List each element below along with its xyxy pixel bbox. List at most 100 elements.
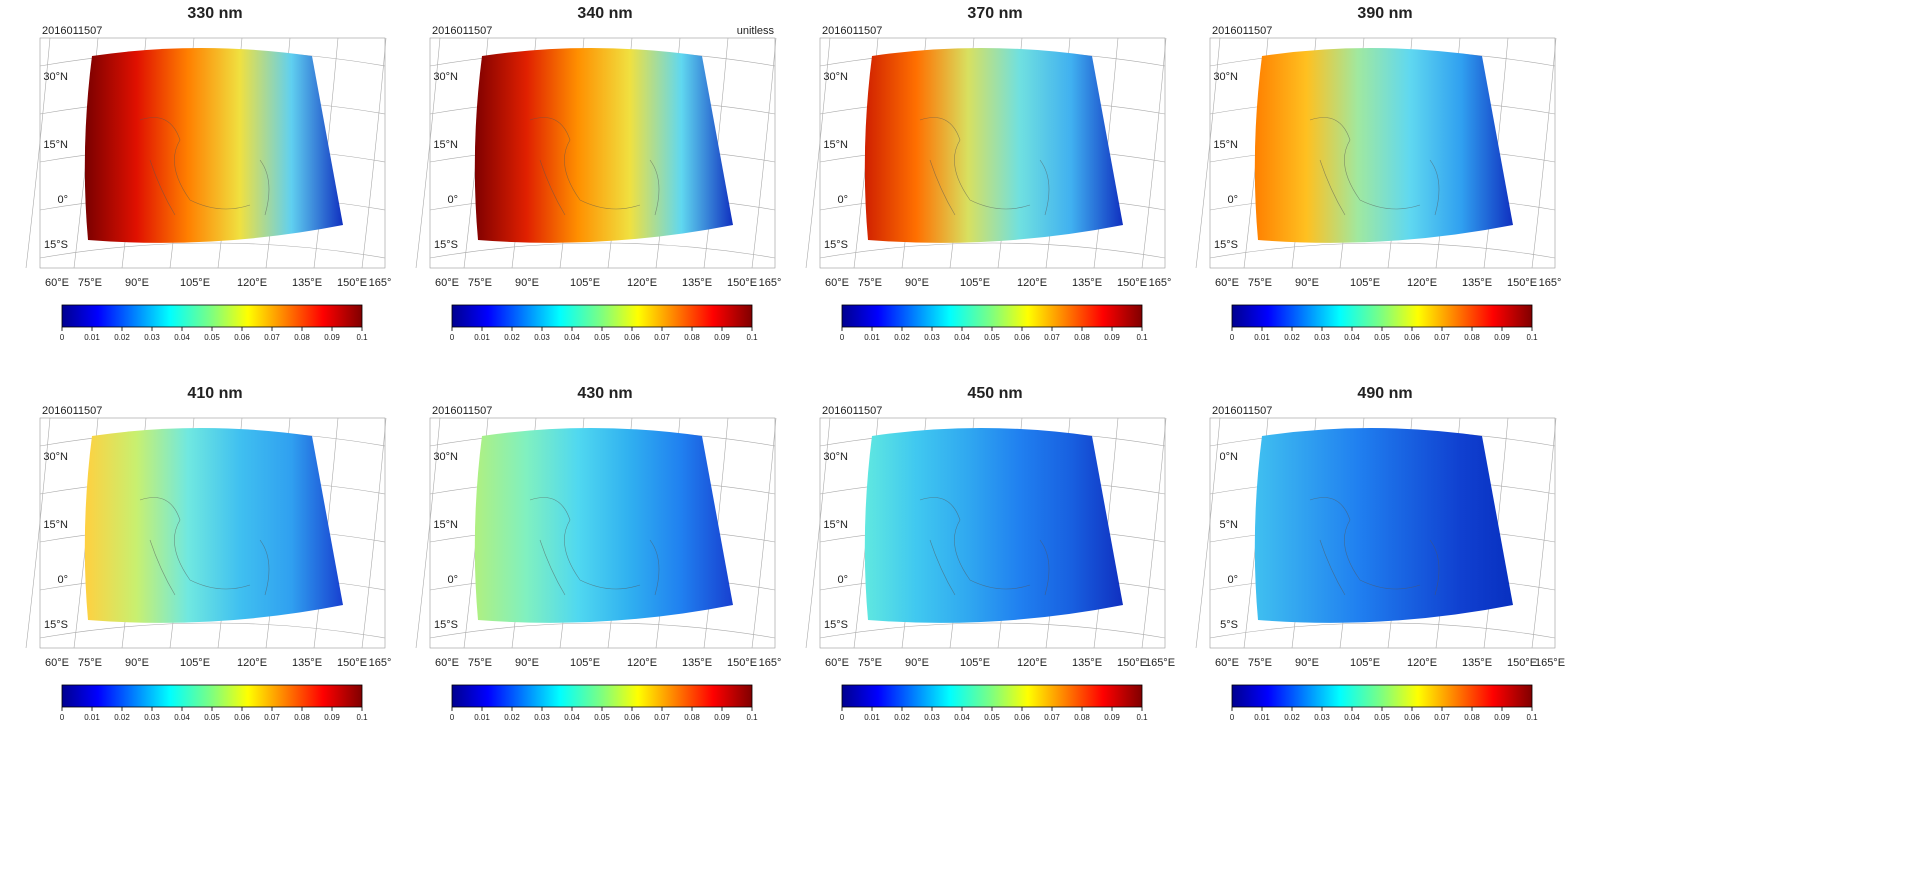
colorbar-tick-label: 0.06 [1014, 713, 1030, 722]
colorbar-tick-label: 0.01 [474, 333, 490, 342]
colorbar [1231, 684, 1533, 708]
colorbar-tick-label: 0.08 [294, 713, 310, 722]
colorbar-tick-label: 0.02 [1284, 333, 1300, 342]
graticule [819, 622, 1166, 639]
colorbar-tick-label: 0.04 [174, 333, 190, 342]
colorbar-tick-label: 0.03 [924, 333, 940, 342]
colorbar-tick-label: 0.06 [624, 713, 640, 722]
colorbar-tick-label: 0.02 [1284, 713, 1300, 722]
panel-title: 490 nm [1357, 385, 1412, 402]
graticule [361, 417, 387, 649]
colorbar-tick-label: 0.08 [1464, 333, 1480, 342]
colorbar-tick-label: 0.06 [1404, 713, 1420, 722]
lon-label: 150°E [1507, 657, 1537, 669]
lon-label: 60°E [45, 657, 69, 669]
colorbar-tick-label: 0.07 [1044, 333, 1060, 342]
colorbar [1231, 304, 1533, 328]
lat-label: 15°N [1213, 139, 1238, 151]
colorbar-tick-label: 0.09 [1494, 713, 1510, 722]
colorbar-tick-label: 0.05 [204, 713, 220, 722]
colorbar-tick-label: 0.1 [356, 333, 368, 342]
colorbar-tick-label: 0.02 [894, 713, 910, 722]
colorbar-tick-label: 0.1 [746, 333, 758, 342]
map-frame [39, 37, 386, 269]
graticule [819, 242, 1166, 259]
colorbar-tick-label: 0.07 [654, 713, 670, 722]
lat-label: 0° [57, 194, 68, 206]
colorbar-tick-label: 0.1 [1136, 333, 1148, 342]
colorbar-tick-label: 0.08 [1464, 713, 1480, 722]
lon-label: 150°E [727, 657, 757, 669]
data-field [84, 48, 344, 243]
panel-title: 340 nm [577, 5, 632, 22]
data-field [864, 48, 1123, 243]
colorbar-tick-label: 0.03 [1314, 713, 1330, 722]
colorbar-tick-label: 0.01 [84, 713, 100, 722]
colorbar-tick-label: 0.07 [1434, 713, 1450, 722]
lon-label: 75°E [858, 277, 882, 289]
colorbar-tick-label: 0 [450, 713, 455, 722]
lon-label: 120°E [1407, 657, 1437, 669]
graticule [1195, 417, 1221, 649]
graticule [1209, 242, 1556, 259]
colorbar-tick-label: 0.07 [1434, 333, 1450, 342]
data-field [864, 428, 1123, 623]
map-frame [819, 417, 1166, 649]
lon-label: 120°E [1407, 277, 1437, 289]
colorbar-tick-label: 0.04 [954, 333, 970, 342]
lon-label: 60°E [435, 277, 459, 289]
lon-label: 135°E [1462, 277, 1492, 289]
lon-label: 75°E [78, 657, 102, 669]
colorbar-tick-label: 0.06 [1404, 333, 1420, 342]
colorbar-tick-label: 0.01 [864, 333, 880, 342]
lat-label: 15°S [434, 619, 458, 631]
colorbar-tick-label: 0.08 [684, 713, 700, 722]
lon-label: 135°E [1072, 657, 1102, 669]
lat-label: 15°N [43, 139, 68, 151]
map-frame [429, 417, 776, 649]
colorbar-tick-label: 0.01 [864, 713, 880, 722]
lat-label: 0° [447, 574, 458, 586]
data-field [474, 48, 733, 243]
map-frame [819, 37, 1166, 269]
lat-label: 15°S [44, 619, 68, 631]
graticule [25, 37, 51, 269]
graticule [1531, 417, 1557, 649]
graticule [1141, 37, 1167, 269]
map-frame [1209, 417, 1556, 649]
lon-label: 90°E [515, 657, 539, 669]
panel: 410 nm 2016011507 30°N 15°N 0° 15°S 60°E 75°E 90… [25, 385, 391, 722]
lat-label: 15°N [433, 139, 458, 151]
colorbar-tick-label: 0.07 [264, 333, 280, 342]
lon-label: 105°E [570, 277, 600, 289]
panel: 340 nm 2016011507 unitless 30°N 15°N 0° 15°S 60… [415, 5, 781, 342]
colorbar-tick-label: 0.01 [474, 713, 490, 722]
colorbar-tick-label: 0 [60, 333, 65, 342]
lon-label: 150°E [727, 277, 757, 289]
lon-label: 105°E [1350, 657, 1380, 669]
lon-label: 60°E [1215, 277, 1239, 289]
colorbar-tick-label: 0.05 [594, 333, 610, 342]
colorbar-tick-label: 0 [1230, 713, 1235, 722]
graticule [429, 242, 776, 259]
colorbar-tick-label: 0 [450, 333, 455, 342]
colorbar-tick-label: 0.04 [1344, 333, 1360, 342]
panel: 330 nm 2016011507 30°N 15°N 0° 15°S 60°E 75°E 90… [25, 5, 391, 342]
colorbar-tick-label: 0.06 [234, 713, 250, 722]
lat-label: 15°S [44, 239, 68, 251]
lon-label: 165° [1149, 277, 1172, 289]
graticule [1209, 622, 1556, 639]
lat-label: 30°N [823, 451, 848, 463]
lat-label: 0° [1227, 574, 1238, 586]
lat-label: 15°N [43, 519, 68, 531]
colorbar-tick-label: 0.04 [564, 713, 580, 722]
colorbar-tick-label: 0.05 [1374, 713, 1390, 722]
panel: 490 nm 2016011507 0°N 5°N 0° 5°S 60°E 75°E 90°E 1… [1195, 385, 1565, 722]
lat-label: 30°N [433, 451, 458, 463]
colorbar-tick-label: 0.06 [624, 333, 640, 342]
lon-label: 120°E [1017, 657, 1047, 669]
colorbar [841, 684, 1143, 708]
colorbar-tick-label: 0.07 [1044, 713, 1060, 722]
date-label: 2016011507 [42, 25, 102, 37]
lon-label: 165° [1539, 277, 1562, 289]
